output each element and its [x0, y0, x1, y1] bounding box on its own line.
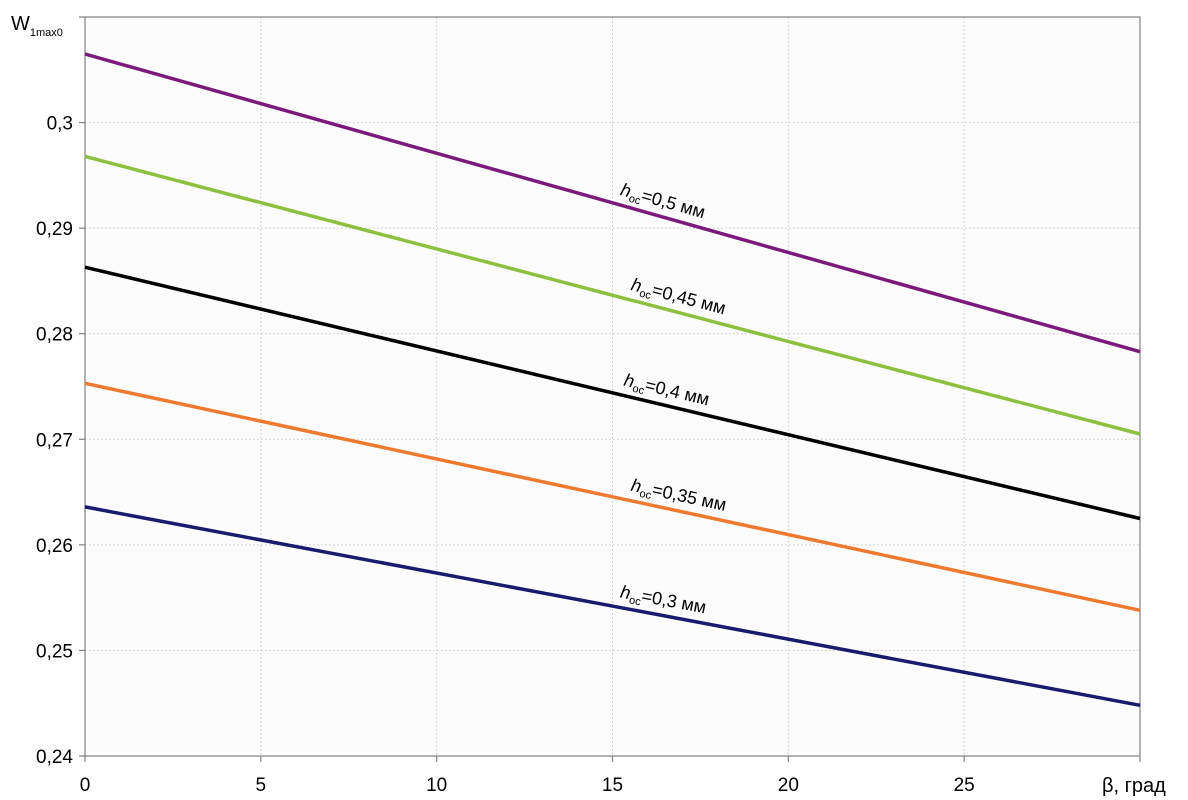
x-tick-label: 10	[426, 775, 447, 796]
series-line	[84, 381, 1141, 613]
y-tick-label: 0,26	[36, 536, 73, 557]
x-tick-label: 0	[80, 775, 91, 796]
series-label-sub: ос	[628, 594, 642, 608]
series-line	[84, 505, 1141, 708]
y-tick-label: 0,24	[36, 747, 73, 768]
y-tick-label: 0,25	[36, 641, 73, 662]
x-tick-label: 20	[778, 775, 799, 796]
y-axis: 0,24 0,25 0,26 0,27 0,28 0,29 0,3	[36, 16, 85, 768]
series-label-main: h	[629, 274, 644, 296]
series-line	[84, 154, 1141, 436]
y-tick-label: 0,3	[47, 114, 73, 135]
x-tick-label: 25	[954, 775, 975, 796]
y-tick-label: 0,27	[36, 430, 73, 451]
y-axis-title-main: W	[11, 13, 30, 35]
series-label-main: h	[629, 475, 643, 497]
y-tick-label: 0,28	[36, 325, 73, 346]
series-label-main: h	[622, 370, 636, 392]
series-lines	[84, 52, 1141, 708]
series-line	[84, 52, 1141, 354]
series-label-sub: ос	[627, 193, 642, 208]
y-tick-label: 0,29	[36, 219, 73, 240]
series-label-sub: ос	[631, 383, 646, 397]
x-tick-label: 5	[256, 775, 267, 796]
y-axis-title: W1max0	[11, 13, 63, 39]
x-axis-title: β, град	[1102, 775, 1166, 797]
x-tick-label: 15	[602, 775, 623, 796]
series-label-sub: ос	[638, 288, 653, 303]
x-axis: 0 5 10 15 20 25	[80, 756, 1141, 796]
series-label-main: h	[619, 582, 633, 604]
series-label-sub: ос	[638, 488, 652, 502]
y-axis-title-sub: 1max0	[30, 27, 63, 39]
series-line	[84, 265, 1141, 521]
